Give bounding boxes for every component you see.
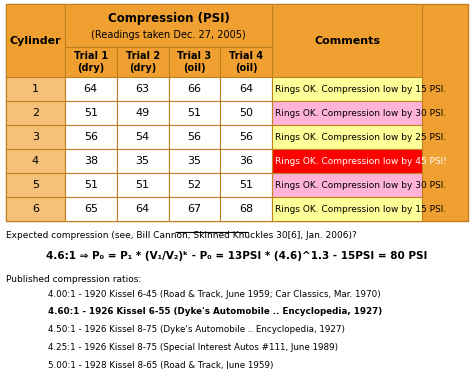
Text: Compression (PSI): Compression (PSI) <box>108 12 229 25</box>
Text: 4: 4 <box>32 156 39 166</box>
Text: 64: 64 <box>84 85 98 94</box>
Text: 51: 51 <box>84 180 98 190</box>
Bar <box>117 125 169 149</box>
Bar <box>117 47 169 77</box>
Text: 4.60:1 - 1926 Kissel 6-55 (Dyke's Automobile .. Encyclopedia, 1927): 4.60:1 - 1926 Kissel 6-55 (Dyke's Automo… <box>48 307 383 316</box>
Text: 35: 35 <box>187 156 201 166</box>
Bar <box>6 149 65 173</box>
Text: Rings OK. Compression low by 15 PSI.: Rings OK. Compression low by 15 PSI. <box>274 205 446 214</box>
Bar <box>6 173 65 197</box>
Text: Trial 3
(oil): Trial 3 (oil) <box>177 51 211 73</box>
Bar <box>65 101 117 125</box>
Text: 2: 2 <box>32 108 39 118</box>
Text: 4.00:1 - 1920 Kissel 6-45 (Road & Track, June 1959; Car Classics, Mar. 1970): 4.00:1 - 1920 Kissel 6-45 (Road & Track,… <box>48 290 381 299</box>
Bar <box>272 77 422 101</box>
Bar <box>220 77 272 101</box>
Bar <box>169 47 220 77</box>
Bar <box>6 125 65 149</box>
Bar <box>65 4 272 47</box>
Bar <box>117 149 169 173</box>
Bar <box>117 197 169 221</box>
Text: 5: 5 <box>32 180 39 190</box>
Text: Expected compression (see, Bill Cannon, Skinned Knuckles 30[6], Jan. 2006)?: Expected compression (see, Bill Cannon, … <box>6 231 356 239</box>
Text: Cylinder: Cylinder <box>9 36 61 46</box>
Text: 51: 51 <box>187 108 201 118</box>
Text: 49: 49 <box>136 108 150 118</box>
Text: 6: 6 <box>32 204 39 214</box>
Text: 68: 68 <box>239 204 253 214</box>
Bar <box>65 149 117 173</box>
Bar <box>272 197 422 221</box>
Bar <box>169 77 220 101</box>
Text: 51: 51 <box>239 180 253 190</box>
Text: 64: 64 <box>136 204 150 214</box>
Text: 66: 66 <box>187 85 201 94</box>
Bar <box>6 4 65 77</box>
Bar <box>6 197 65 221</box>
Text: 51: 51 <box>84 108 98 118</box>
Text: Trial 4
(oil): Trial 4 (oil) <box>229 51 264 73</box>
Text: 64: 64 <box>239 85 253 94</box>
Bar <box>6 4 468 221</box>
Bar <box>220 149 272 173</box>
Text: 65: 65 <box>84 204 98 214</box>
Text: Rings OK. Compression low by 25 PSI.: Rings OK. Compression low by 25 PSI. <box>274 133 446 142</box>
Bar <box>220 173 272 197</box>
Text: 56: 56 <box>187 132 201 142</box>
Bar <box>169 173 220 197</box>
Text: 52: 52 <box>187 180 201 190</box>
Text: 56: 56 <box>84 132 98 142</box>
Text: Trial 2
(dry): Trial 2 (dry) <box>126 51 160 73</box>
Text: 4.25:1 - 1926 Kissel 8-75 (Special Interest Autos #111, June 1989): 4.25:1 - 1926 Kissel 8-75 (Special Inter… <box>48 343 338 352</box>
Bar <box>220 125 272 149</box>
Bar <box>169 149 220 173</box>
Text: 50: 50 <box>239 108 253 118</box>
Text: 4.50:1 - 1926 Kissel 8-75 (Dyke's Automobile .. Encyclopedia, 1927): 4.50:1 - 1926 Kissel 8-75 (Dyke's Automo… <box>48 325 346 334</box>
Text: 3: 3 <box>32 132 39 142</box>
Bar <box>272 4 422 77</box>
Bar <box>65 173 117 197</box>
Bar <box>6 77 65 101</box>
Text: Rings OK. Compression low by 45 PSI!: Rings OK. Compression low by 45 PSI! <box>274 157 447 166</box>
Bar <box>6 101 65 125</box>
Bar <box>65 47 117 77</box>
Bar <box>220 47 272 77</box>
Bar <box>272 173 422 197</box>
Text: Rings OK. Compression low by 30 PSI.: Rings OK. Compression low by 30 PSI. <box>274 181 446 190</box>
Bar <box>272 101 422 125</box>
Bar <box>169 101 220 125</box>
Text: Rings OK. Compression low by 15 PSI.: Rings OK. Compression low by 15 PSI. <box>274 85 446 94</box>
Bar <box>169 125 220 149</box>
Text: 35: 35 <box>136 156 150 166</box>
Text: Published compression ratios:: Published compression ratios: <box>6 275 141 284</box>
Bar <box>117 77 169 101</box>
Bar <box>65 197 117 221</box>
Bar <box>117 173 169 197</box>
Text: 36: 36 <box>239 156 253 166</box>
Bar <box>272 125 422 149</box>
Text: 56: 56 <box>239 132 253 142</box>
Bar <box>169 197 220 221</box>
Text: 38: 38 <box>84 156 98 166</box>
Text: 5.00:1 - 1928 Kissel 8-65 (Road & Track, June 1959): 5.00:1 - 1928 Kissel 8-65 (Road & Track,… <box>48 361 274 369</box>
Text: Rings OK. Compression low by 30 PSI.: Rings OK. Compression low by 30 PSI. <box>274 109 446 118</box>
Bar <box>117 101 169 125</box>
Text: 63: 63 <box>136 85 150 94</box>
Text: 1: 1 <box>32 85 39 94</box>
Bar <box>272 149 422 173</box>
Text: 51: 51 <box>136 180 150 190</box>
Text: (Readings taken Dec. 27, 2005): (Readings taken Dec. 27, 2005) <box>91 30 246 40</box>
Bar <box>220 101 272 125</box>
Bar <box>65 125 117 149</box>
Text: Comments: Comments <box>314 36 380 46</box>
Text: 54: 54 <box>136 132 150 142</box>
Text: 67: 67 <box>187 204 201 214</box>
Text: 4.6:1 ⇒ P₀ = P₁ * (V₁/V₂)ᵏ - P₀ = 13PSI * (4.6)^1.3 - 15PSI = 80 PSI: 4.6:1 ⇒ P₀ = P₁ * (V₁/V₂)ᵏ - P₀ = 13PSI … <box>46 251 428 261</box>
Bar <box>220 197 272 221</box>
Bar <box>65 77 117 101</box>
Text: Trial 1
(dry): Trial 1 (dry) <box>74 51 108 73</box>
